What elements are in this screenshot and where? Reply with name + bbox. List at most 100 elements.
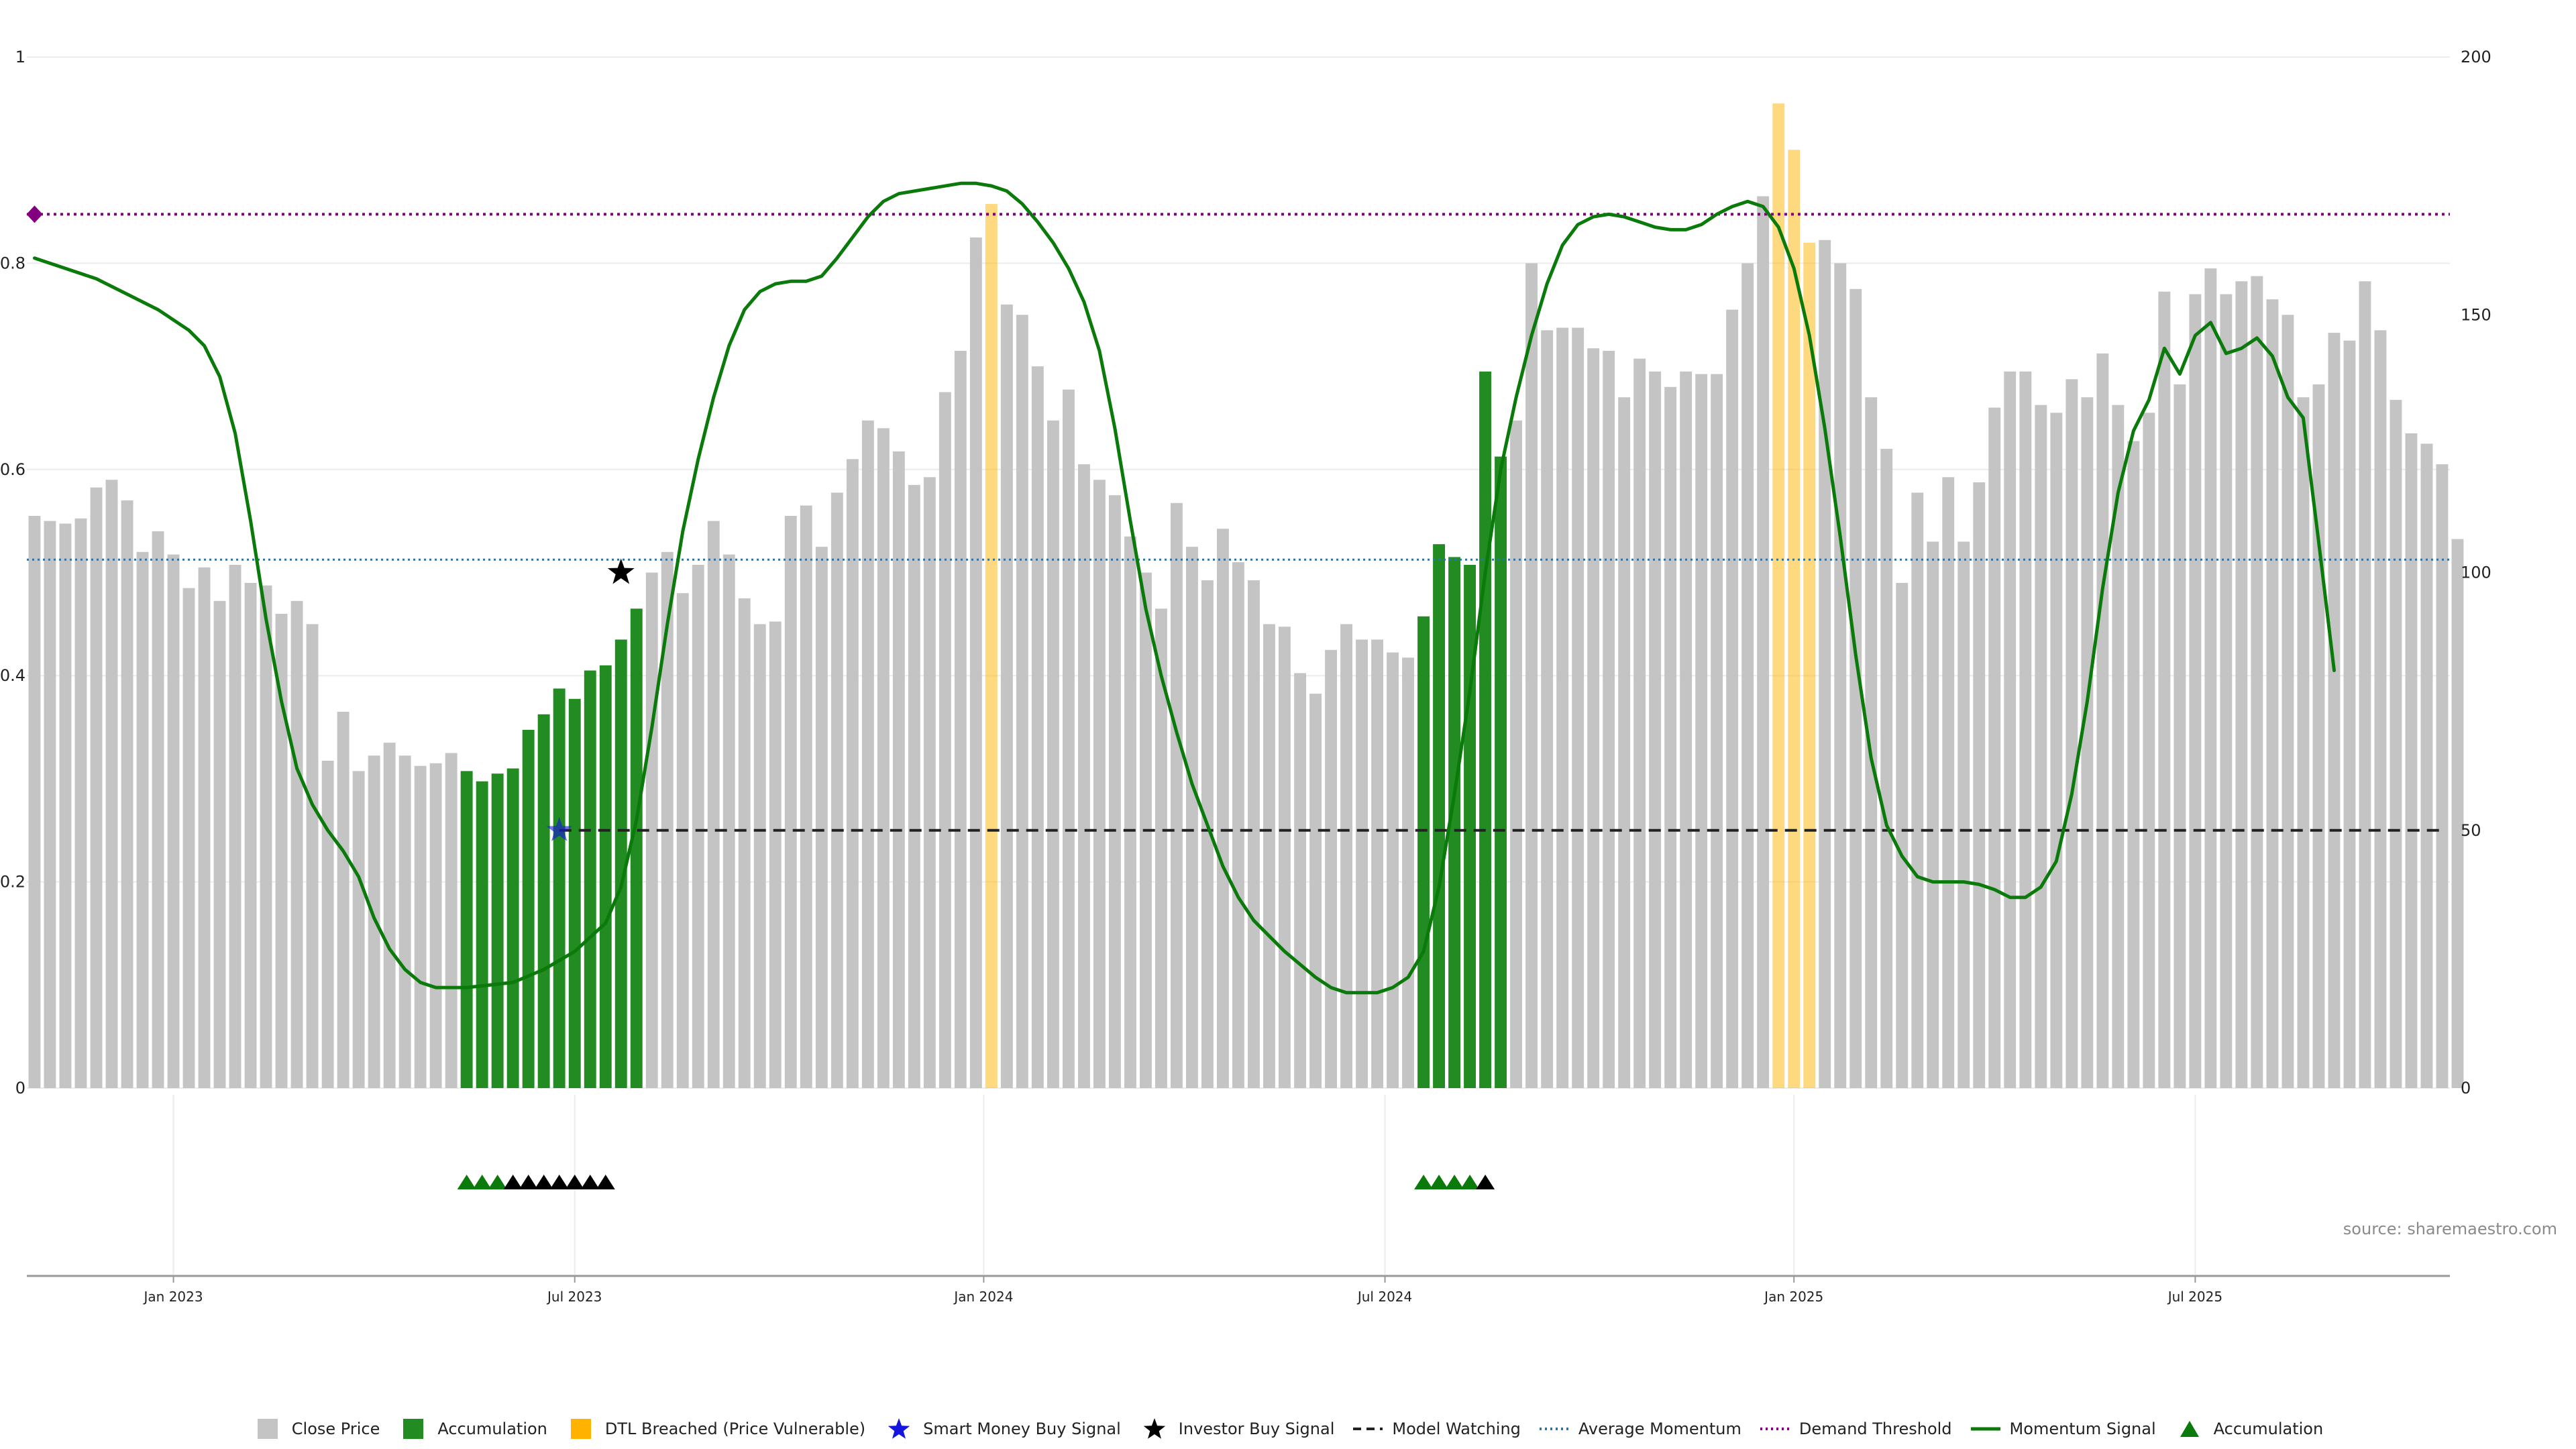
- close-price-bar: [1279, 627, 1291, 1088]
- close-price-bar: [2174, 384, 2186, 1088]
- close-price-bar: [830, 492, 843, 1088]
- close-price-bar: [1556, 327, 1569, 1088]
- close-price-bar: [2390, 400, 2402, 1088]
- close-price-bar: [815, 547, 828, 1088]
- close-price-bar: [2204, 268, 2217, 1089]
- legend-symbol-star: [888, 1418, 910, 1439]
- close-price-bar: [1217, 529, 1229, 1088]
- legend-item-momentum: Momentum Signal: [1970, 1418, 2156, 1440]
- close-price-bar: [1525, 263, 1538, 1088]
- close-price-bar: [2251, 276, 2263, 1089]
- dtl-breached-bar: [1788, 150, 1801, 1088]
- right-y-tick-label: 200: [2461, 48, 2491, 66]
- close-price-bar: [1109, 495, 1121, 1088]
- close-price-bar: [383, 743, 396, 1088]
- x-tick-label: Jul 2023: [546, 1289, 602, 1305]
- accumulation-triangle: [1445, 1175, 1464, 1189]
- legend-symbol-triangle: [2180, 1421, 2199, 1437]
- legend: Close Price Accumulation DTL Breached (Pri…: [0, 1414, 2576, 1444]
- right-y-tick-label: 50: [2461, 821, 2481, 840]
- left-y-tick-label: 0: [15, 1079, 25, 1097]
- accumulation-triangle: [1460, 1175, 1480, 1189]
- close-price-bar: [429, 763, 442, 1088]
- legend-symbol-star: [1143, 1418, 1165, 1439]
- momentum-signal-layer: [33, 181, 2336, 995]
- close-price-bar: [398, 755, 411, 1088]
- close-price-bar: [2189, 294, 2202, 1088]
- x-tick-label: Jul 2025: [2167, 1289, 2222, 1305]
- close-price-bar: [784, 516, 797, 1088]
- close-price-bar: [414, 765, 427, 1088]
- close-price-bar: [1078, 464, 1090, 1088]
- close-price-bar: [1325, 649, 1337, 1088]
- close-price-bar: [152, 531, 164, 1088]
- close-price-bar: [1541, 330, 1554, 1088]
- legend-label: Demand Threshold: [1799, 1419, 1952, 1438]
- close-price-bar: [1186, 547, 1198, 1088]
- left-y-tick-label: 0.2: [0, 873, 25, 892]
- close-price-bar: [2282, 315, 2294, 1089]
- right-y-axis: 0 50 100 150 200: [2461, 48, 2491, 1097]
- x-tick-label: Jan 2025: [1763, 1289, 1823, 1305]
- legend-symbol-square: [257, 1419, 278, 1439]
- accumulation-bar: [1495, 456, 1507, 1088]
- close-price-bar: [1063, 389, 1075, 1089]
- dtl-breached-bar: [1772, 103, 1785, 1089]
- legend-symbol-square: [403, 1419, 424, 1439]
- legend-symbol-dot: [1760, 1428, 1790, 1430]
- close-price-bar: [44, 521, 56, 1088]
- legend-label: Average Momentum: [1578, 1419, 1741, 1438]
- close-price-bar: [1000, 304, 1013, 1088]
- legend-label: Close Price: [291, 1419, 380, 1438]
- close-price-bar: [1711, 374, 1723, 1088]
- close-price-bar: [2019, 371, 2032, 1088]
- accumulation-triangle-dark: [519, 1175, 538, 1189]
- close-price-bar: [229, 565, 241, 1088]
- close-price-bar: [198, 567, 211, 1088]
- close-price-bar: [1402, 657, 1414, 1088]
- legend-item-accum_tri: Accumulation: [2175, 1418, 2323, 1440]
- right-y-tick-label: 150: [2461, 305, 2491, 324]
- close-price-bar: [877, 428, 890, 1088]
- close-price-bar: [738, 598, 751, 1088]
- legend-symbol-square: [570, 1419, 591, 1439]
- accumulation-bar: [460, 771, 473, 1088]
- close-price-bar: [2420, 443, 2433, 1088]
- close-price-bar: [2451, 539, 2464, 1088]
- dtl-breached-bar: [985, 204, 998, 1088]
- left-y-tick-label: 1: [15, 48, 25, 66]
- reference-lines: [27, 213, 2450, 832]
- close-price-bar: [352, 771, 365, 1088]
- close-price-bar: [1340, 624, 1352, 1088]
- accumulation-bar: [537, 714, 550, 1088]
- close-price-bar: [74, 518, 87, 1088]
- close-price-bar: [923, 477, 936, 1088]
- close-price-bar: [753, 624, 766, 1088]
- close-price-bar: [1294, 673, 1306, 1088]
- close-price-bar: [2405, 433, 2418, 1088]
- legend-label: Momentum Signal: [2009, 1419, 2156, 1438]
- close-price-bar: [2297, 397, 2310, 1089]
- close-price-bar: [182, 588, 195, 1088]
- legend-item-accum_bar: Accumulation: [398, 1418, 547, 1440]
- close-price-bar: [2343, 340, 2356, 1089]
- close-price-bar: [2096, 353, 2109, 1088]
- close-price-bar: [28, 516, 41, 1088]
- close-price-bar: [2328, 333, 2341, 1089]
- accumulation-triangle: [1414, 1175, 1434, 1189]
- legend-label: Accumulation: [437, 1419, 547, 1438]
- close-price-bar: [90, 487, 103, 1088]
- accumulation-bar: [553, 688, 566, 1088]
- close-price-bar: [1880, 449, 1893, 1088]
- source-note: source: sharemaestro.com: [2343, 1220, 2557, 1238]
- close-price-bar: [2112, 405, 2125, 1088]
- close-price-bar: [908, 484, 920, 1088]
- close-price-bar: [1587, 348, 1600, 1089]
- close-price-bar: [2312, 384, 2325, 1088]
- accumulation-bar: [1479, 371, 1491, 1088]
- close-price-bar: [1741, 263, 1754, 1088]
- close-price-bar: [846, 459, 859, 1088]
- close-price-bar: [861, 420, 874, 1088]
- x-tick-label: Jul 2024: [1356, 1289, 1412, 1305]
